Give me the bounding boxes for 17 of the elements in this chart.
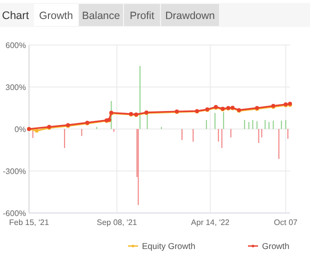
x-tick-label: Sep 08, '21 [96,218,138,227]
text: Drawdown [165,10,215,22]
legend-label: Growth [262,241,290,251]
x-tick-label: Oct 07 [274,218,298,227]
text: Profit [130,10,154,22]
y-tick-label: 300% [6,83,26,92]
text: Growth [39,10,74,22]
y-tick-label: -600% [2,209,26,218]
y-tick-label: 0% [14,125,26,134]
x-tick-label: Apr 14, '22 [191,218,230,227]
legend-label: Equity Growth [142,241,196,251]
chart-title: Chart [2,10,29,22]
x-tick-label: Feb 15, '21 [9,218,50,227]
y-tick-label: -300% [2,167,26,176]
point [34,128,39,133]
text: Balance [82,10,120,22]
y-tick-label: 600% [6,41,26,50]
